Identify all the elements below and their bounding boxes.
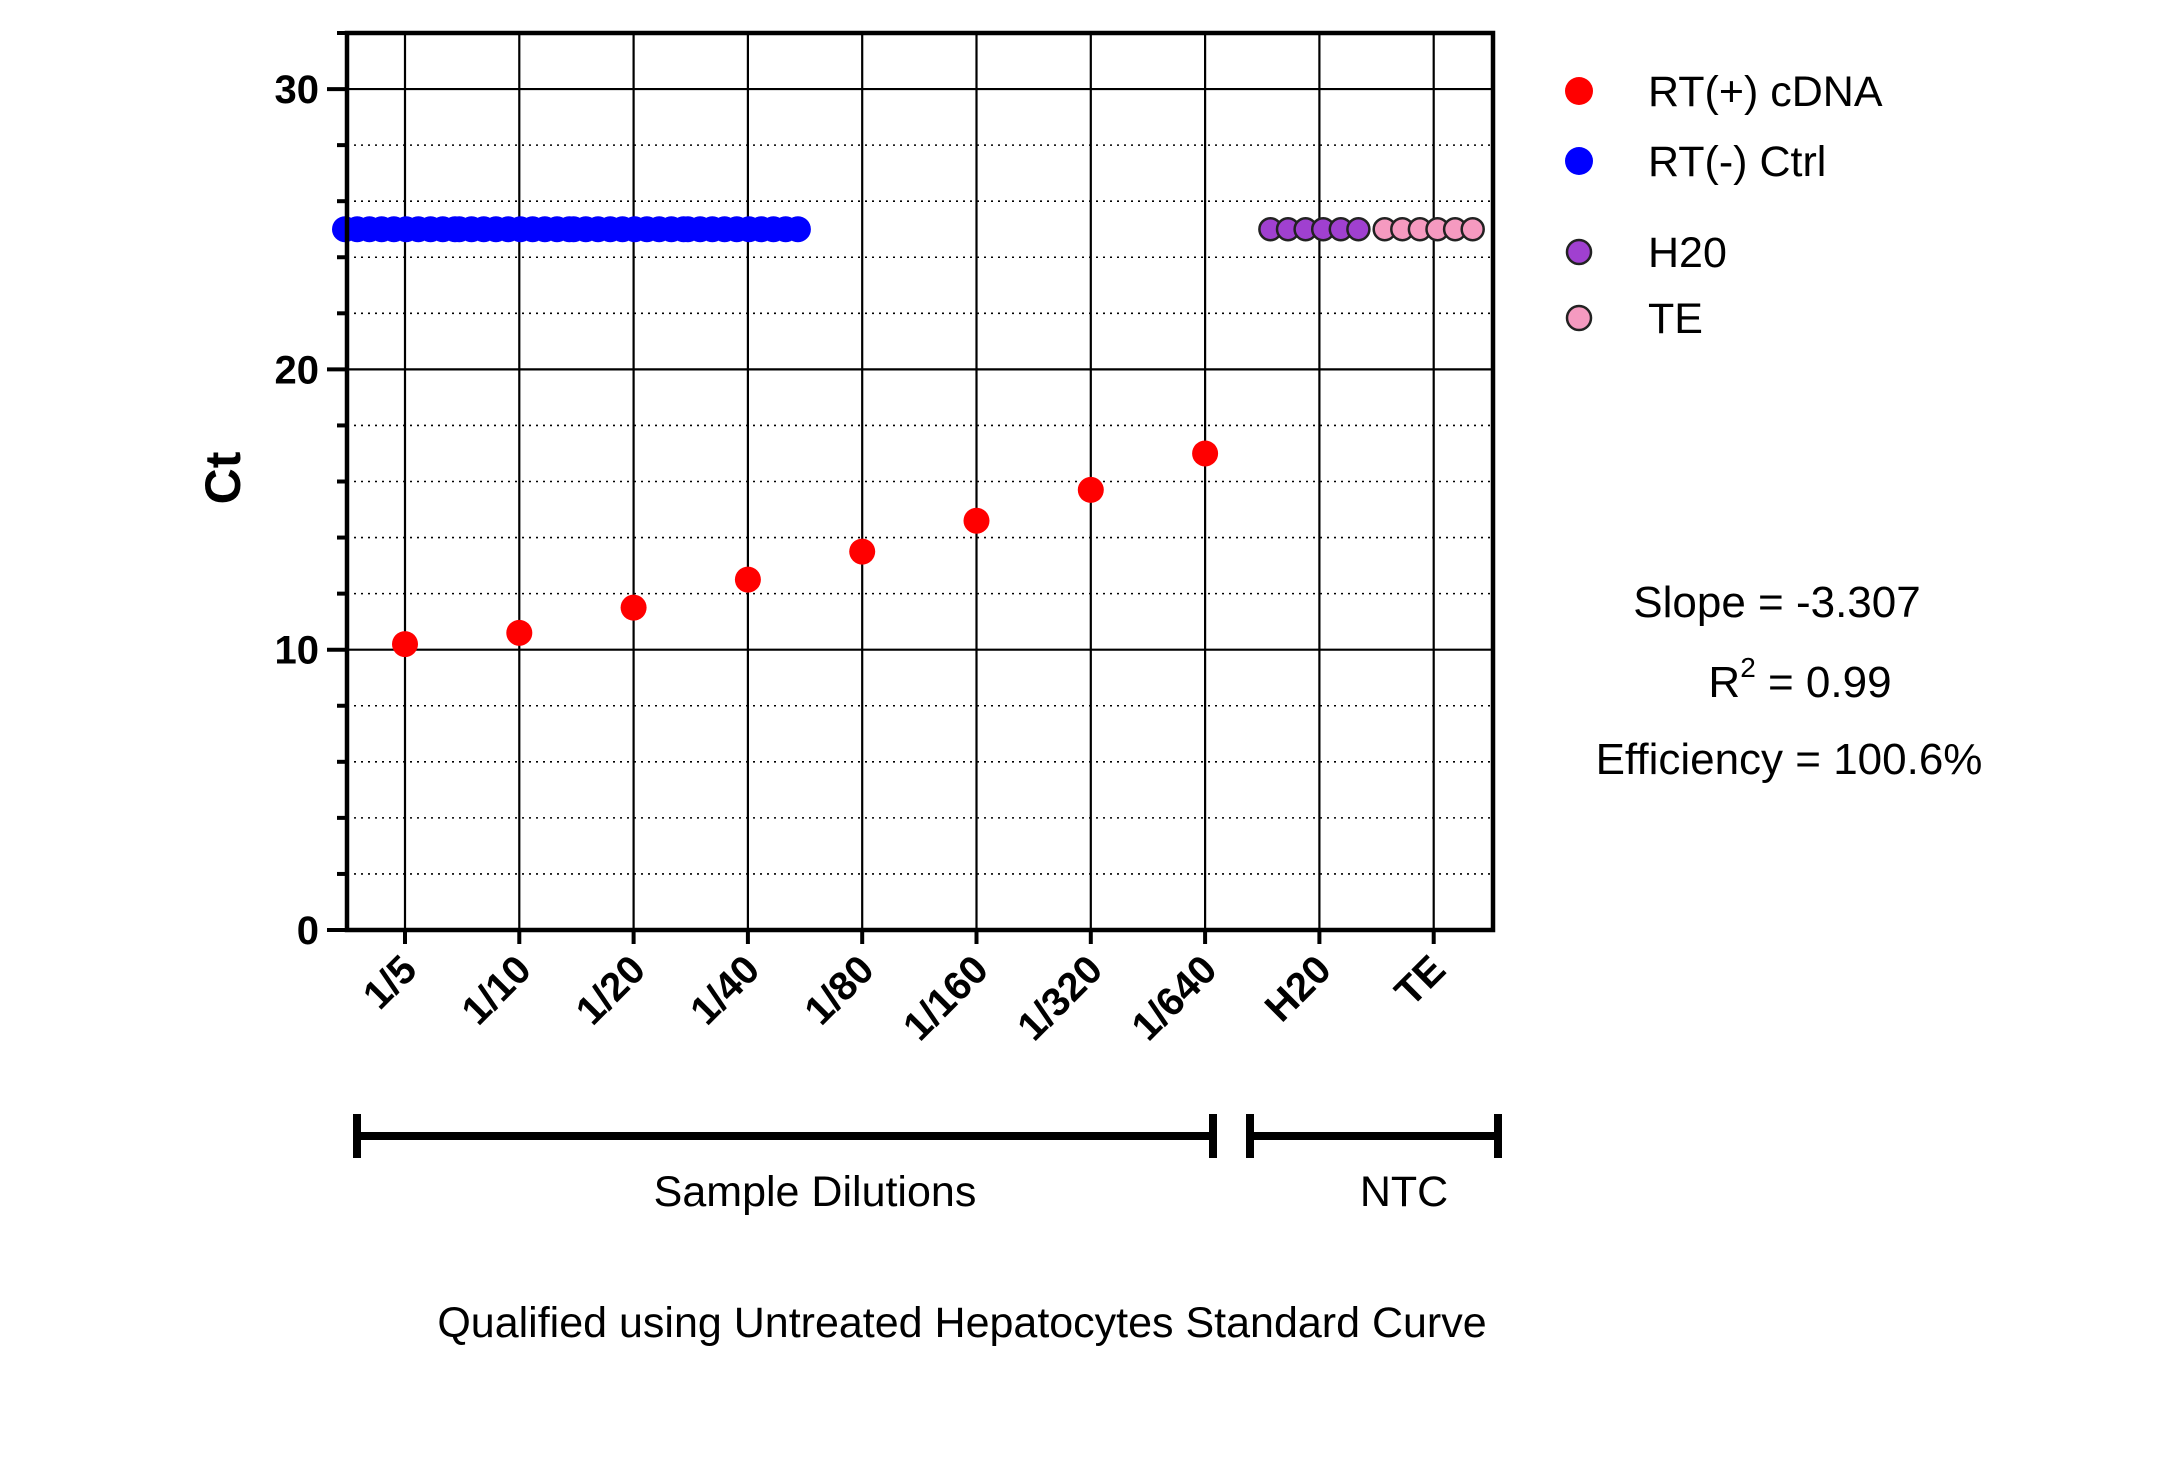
legend: RT(+) cDNA RT(-) Ctrl H20 TE [1565, 68, 1883, 343]
point-rt-cdna [849, 538, 876, 565]
y-axis-label: Ct [195, 451, 251, 504]
plot-frame [344, 30, 1496, 933]
x-axis-tick-labels: 1/5 1/10 1/20 1/40 1/80 1/160 1/320 1/640 H20 TE [355, 930, 1454, 1049]
x-tick-label: 1/10 [453, 947, 539, 1033]
efficiency-annotation: Efficiency = 100.6% [1596, 735, 1983, 784]
point-h20 [1346, 216, 1371, 242]
legend-marker-rt-ctrl [1565, 147, 1593, 175]
bracket-label-ntc: NTC [1360, 1168, 1448, 1216]
plot-area-border [344, 30, 1496, 933]
bracket-label-sample-dilutions: Sample Dilutions [654, 1168, 977, 1216]
y-axis: 0 10 20 30 [275, 31, 347, 953]
bracket-ntc [1246, 1114, 1502, 1158]
point-rt-cdna [620, 594, 647, 621]
legend-label-h20: H20 [1648, 229, 1727, 277]
y-tick-label: 20 [275, 348, 320, 392]
legend-label-te: TE [1648, 295, 1703, 343]
x-tick-label: 1/80 [796, 947, 882, 1033]
legend-marker-te [1565, 304, 1593, 332]
x-tick-label: 1/5 [355, 947, 425, 1017]
chart-caption: Qualified using Untreated Hepatocytes St… [437, 1299, 1486, 1347]
x-tick-label: 1/20 [568, 947, 654, 1033]
r-squared-annotation: R2 = 0.99 [1708, 652, 1891, 707]
y-tick-label: 0 [297, 909, 319, 953]
point-rt-cdna [1077, 476, 1104, 503]
group-brackets: Sample Dilutions NTC [353, 1114, 1502, 1216]
data-points [332, 216, 1485, 658]
x-tick-label: TE [1387, 947, 1454, 1014]
legend-label-rt-cdna: RT(+) cDNA [1648, 68, 1883, 116]
slope-annotation: Slope = -3.307 [1633, 578, 1920, 627]
regression-annotations: Slope = -3.307 R2 = 0.99 Efficiency = 10… [1596, 578, 1983, 784]
legend-marker-rt-cdna [1565, 77, 1593, 105]
x-tick-label: 1/40 [682, 947, 768, 1033]
x-tick-label: H20 [1257, 947, 1340, 1030]
point-te [1460, 216, 1485, 242]
point-rt-ctrl [784, 216, 811, 243]
x-tick-label: 1/640 [1124, 947, 1226, 1049]
x-tick-label: 1/320 [1009, 947, 1111, 1049]
legend-marker-h20 [1565, 238, 1593, 266]
y-tick-label: 30 [275, 68, 320, 112]
grid [347, 33, 1493, 930]
legend-label-rt-ctrl: RT(-) Ctrl [1648, 138, 1826, 186]
point-rt-cdna [392, 631, 418, 658]
y-tick-label: 10 [275, 629, 320, 673]
point-rt-cdna [963, 507, 990, 534]
x-tick-label: 1/160 [895, 947, 997, 1049]
point-rt-cdna [1192, 440, 1219, 467]
bracket-sample-dilutions [353, 1114, 1217, 1158]
point-rt-cdna [506, 619, 533, 646]
point-rt-cdna [734, 566, 761, 593]
